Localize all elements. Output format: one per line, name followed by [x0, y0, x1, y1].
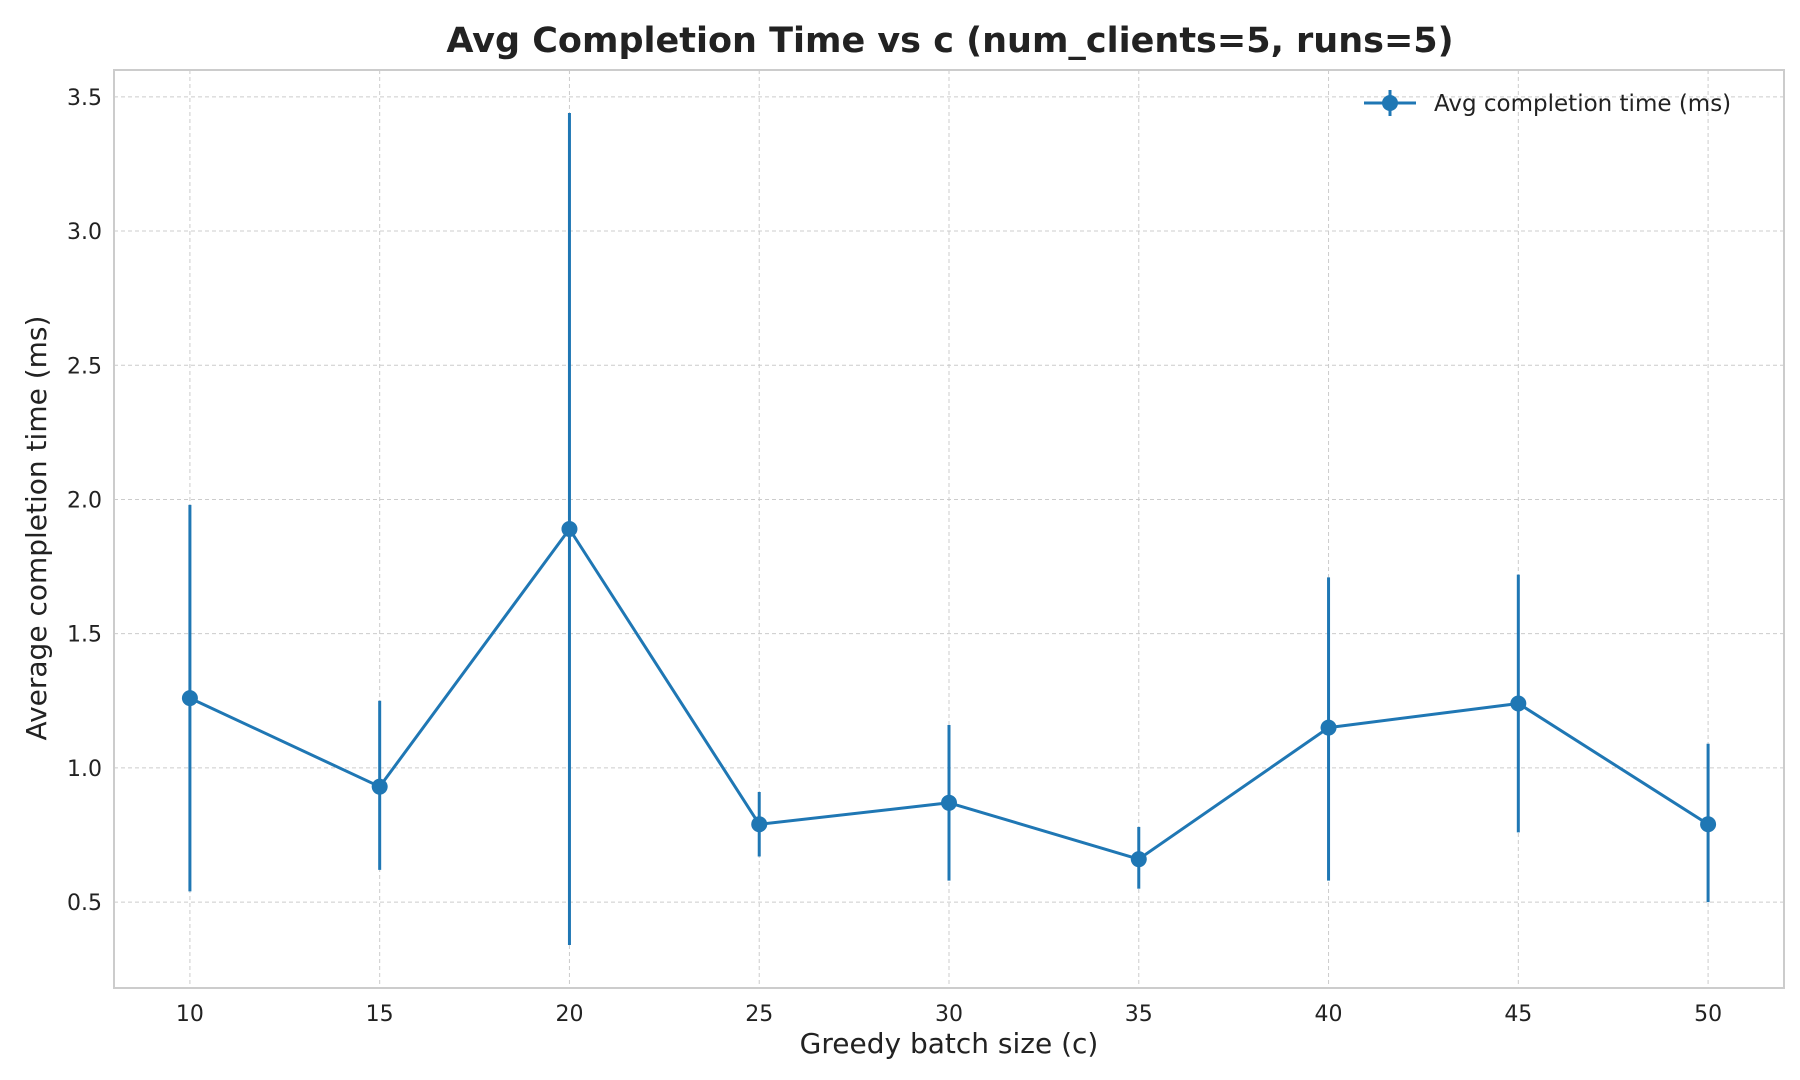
y-tick-label: 3.0 — [67, 220, 102, 245]
x-tick-label: 30 — [935, 1002, 963, 1027]
chart-title: Avg Completion Time vs c (num_clients=5,… — [446, 21, 1453, 61]
x-tick-label: 40 — [1315, 1002, 1343, 1027]
x-tick-label: 35 — [1125, 1002, 1153, 1027]
plot-frame — [113, 69, 1785, 989]
tick-layer: 10 15 20 25 30 35 40 45 50 0.5 1.0 1.5 2.0 2.5 3.0 3.5 — [67, 86, 1722, 1027]
data-point — [751, 816, 768, 833]
data-point-layer — [181, 521, 1717, 868]
x-axis-label: Greedy batch size (c) — [800, 1027, 1099, 1060]
data-point — [1510, 695, 1527, 712]
x-tick-label: 45 — [1504, 1002, 1532, 1027]
data-point — [561, 521, 578, 537]
y-tick-label: 1.5 — [67, 623, 102, 648]
x-tick-label: 15 — [366, 1002, 394, 1027]
legend-label: Avg completion time (ms) — [1434, 91, 1731, 117]
x-tick-label: 25 — [745, 1002, 773, 1027]
x-tick-label: 20 — [555, 1002, 583, 1027]
data-point — [371, 778, 388, 795]
legend: Avg completion time (ms) — [1364, 90, 1731, 117]
x-tick-label: 10 — [176, 1002, 204, 1027]
data-point — [941, 794, 957, 811]
y-tick-label: 0.5 — [67, 891, 102, 916]
legend-point-marker — [1382, 95, 1398, 111]
data-point — [1320, 719, 1337, 736]
y-axis-label: Average completion time (ms) — [20, 316, 53, 741]
x-tick-label: 50 — [1694, 1002, 1722, 1027]
y-tick-label: 1.0 — [67, 757, 102, 782]
y-tick-label: 2.0 — [67, 488, 102, 513]
data-point — [1130, 851, 1147, 868]
y-tick-label: 2.5 — [67, 354, 102, 379]
data-point — [181, 690, 198, 707]
data-point — [1700, 816, 1717, 833]
y-tick-label: 3.5 — [67, 86, 102, 111]
